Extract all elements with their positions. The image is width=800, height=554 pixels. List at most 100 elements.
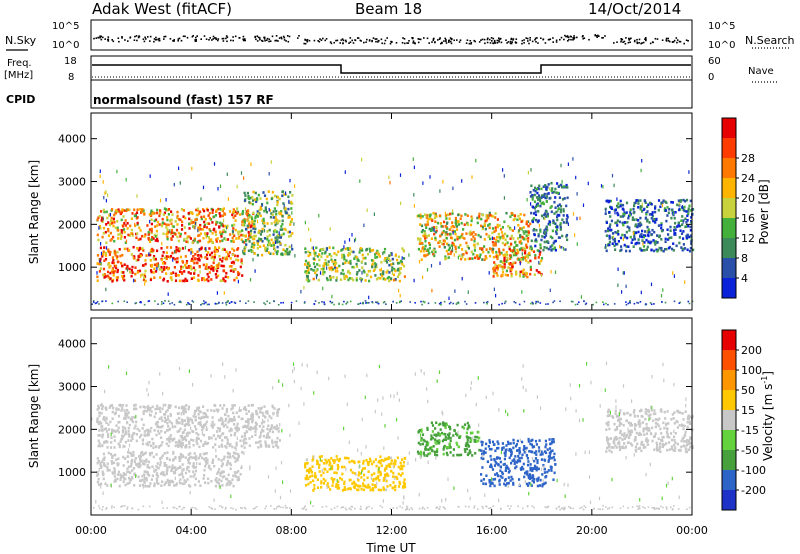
data-cell [202, 405, 205, 408]
data-cell [676, 203, 679, 207]
noise-point [491, 40, 493, 42]
data-cell [271, 405, 274, 409]
data-cell [128, 478, 131, 481]
data-cell [127, 470, 131, 474]
data-cell [372, 259, 375, 263]
data-cell [163, 211, 166, 215]
data-cell [178, 457, 181, 460]
data-cell [473, 246, 477, 249]
data-cell [540, 238, 543, 242]
data-speckle [190, 251, 192, 255]
data-cell [379, 470, 382, 474]
data-speckle [540, 273, 542, 278]
data-cell [166, 466, 169, 469]
data-cell [374, 274, 377, 277]
data-cell [188, 470, 191, 473]
data-cell [306, 469, 309, 473]
ground-scatter-cell [338, 302, 340, 305]
data-cell [454, 218, 457, 222]
data-cell [538, 271, 541, 274]
data-speckle [148, 252, 150, 256]
data-cell [311, 474, 314, 478]
data-cell [202, 415, 205, 419]
data-cell [149, 269, 153, 272]
data-cell [555, 210, 558, 214]
data-cell [101, 425, 104, 428]
data-cell [353, 266, 356, 269]
data-cell [116, 278, 119, 282]
noise-point [261, 40, 264, 42]
data-cell [382, 479, 385, 482]
noise-point [445, 40, 447, 42]
data-cell [683, 247, 687, 250]
data-cell [442, 229, 445, 233]
data-cell [534, 238, 538, 241]
data-cell [163, 462, 166, 465]
data-cell [254, 421, 257, 425]
data-speckle [554, 270, 557, 274]
data-cell [191, 241, 194, 244]
noise-point [93, 37, 95, 40]
data-cell [189, 452, 192, 455]
noise-point [129, 36, 132, 38]
noise-point [531, 40, 534, 43]
data-cell [645, 212, 648, 216]
data-cell [631, 218, 634, 221]
data-cell [124, 473, 127, 476]
data-cell [555, 228, 559, 232]
data-cell [497, 264, 500, 268]
data-speckle [100, 262, 102, 266]
noise-point [644, 37, 647, 39]
data-cell [232, 227, 235, 230]
data-cell [215, 238, 218, 241]
ground-scatter-cell [383, 301, 386, 303]
data-cell [102, 477, 105, 481]
data-cell [184, 407, 187, 411]
ground-scatter-cell [91, 303, 93, 305]
data-speckle [617, 283, 619, 287]
data-cell [671, 201, 674, 204]
data-cell [188, 235, 191, 239]
data-cell [392, 471, 395, 475]
data-cell [204, 415, 208, 419]
noise-point [403, 38, 406, 40]
noise-point [510, 42, 513, 45]
data-cell [456, 235, 459, 239]
data-cell [429, 213, 432, 217]
ground-scatter-cell [503, 302, 506, 305]
data-cell [460, 453, 463, 457]
data-cell [198, 462, 201, 466]
data-cell [181, 247, 185, 250]
data-cell [129, 417, 132, 421]
data-cell [222, 432, 225, 435]
data-cell [648, 201, 652, 205]
data-speckle [98, 226, 100, 230]
data-cell [680, 232, 684, 235]
data-cell [187, 405, 191, 409]
data-speckle [348, 238, 351, 242]
data-cell [166, 246, 169, 249]
data-cell [232, 253, 235, 256]
data-cell [445, 242, 449, 246]
data-cell [628, 226, 631, 230]
data-cell [384, 488, 388, 492]
data-speckle [418, 260, 421, 264]
ground-scatter-cell [688, 302, 691, 305]
ground-scatter-cell [169, 302, 171, 305]
data-cell [210, 207, 213, 211]
data-cell [181, 422, 184, 426]
data-cell [176, 443, 179, 447]
data-cell [139, 458, 142, 461]
data-cell [629, 235, 632, 239]
data-cell [637, 230, 640, 234]
data-cell [495, 253, 498, 257]
data-speckle [105, 198, 107, 203]
data-cell [496, 257, 499, 261]
data-cell [670, 236, 673, 239]
data-cell [219, 279, 222, 283]
data-cell [519, 235, 522, 239]
noise-point [232, 36, 234, 38]
data-cell [479, 253, 482, 256]
data-cell [236, 254, 239, 258]
data-cell [363, 478, 366, 482]
